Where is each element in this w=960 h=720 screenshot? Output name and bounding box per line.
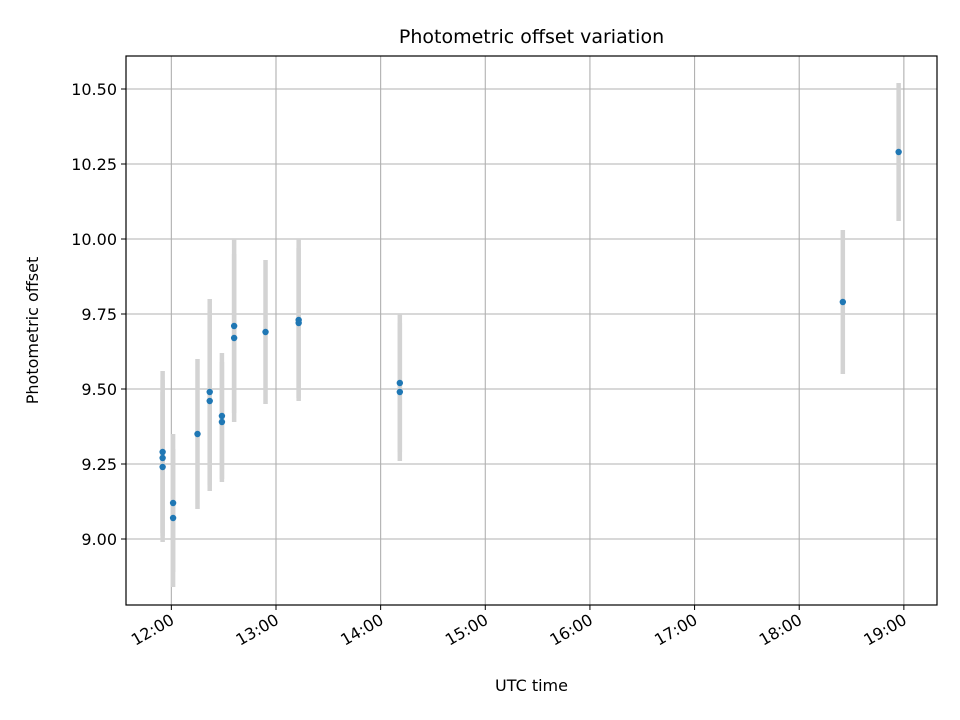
data-point (169, 514, 177, 522)
data-point (218, 418, 226, 426)
data-point (230, 334, 238, 342)
y-axis-ticks: 9.00 9.25 9.50 9.75 10.00 10.25 10.50 (71, 80, 126, 549)
y-tick-label: 10.00 (71, 230, 117, 249)
data-points (159, 148, 902, 522)
x-axis-label: UTC time (495, 676, 568, 695)
data-point (396, 388, 404, 396)
x-tick-label: 12:00 (128, 610, 177, 650)
x-tick-label: 17:00 (651, 610, 700, 650)
data-point (206, 388, 213, 396)
y-tick-label: 9.25 (81, 455, 117, 474)
data-point (159, 454, 166, 462)
errorbars (160, 83, 901, 587)
x-tick-label: 19:00 (860, 610, 909, 650)
x-tick-label: 13:00 (233, 610, 282, 650)
data-point (295, 319, 302, 327)
x-axis-ticks: 12:00 13:00 14:00 15:00 16:00 17:00 18:00 19:00 (128, 605, 910, 650)
x-tick-label: 15:00 (442, 610, 491, 650)
data-point (396, 379, 404, 387)
x-tick-label: 18:00 (756, 610, 805, 650)
y-tick-label: 10.25 (71, 155, 117, 174)
data-point (159, 463, 166, 471)
grid (126, 56, 937, 605)
data-point (169, 499, 177, 507)
x-tick-label: 14:00 (337, 610, 386, 650)
plot-frame (125, 55, 938, 606)
data-point (230, 322, 238, 330)
data-point (895, 148, 902, 156)
y-axis-label: Photometric offset (23, 257, 42, 405)
chart-title: Photometric offset variation (399, 26, 664, 48)
data-point (218, 412, 226, 420)
data-point (194, 430, 201, 438)
data-point (159, 448, 166, 456)
data-point (839, 298, 847, 306)
data-point (206, 397, 213, 405)
y-tick-label: 10.50 (71, 80, 117, 99)
y-tick-label: 9.50 (81, 380, 117, 399)
y-tick-label: 9.00 (81, 530, 117, 549)
y-tick-label: 9.75 (81, 305, 117, 324)
data-point (262, 328, 269, 336)
x-tick-label: 16:00 (546, 610, 595, 650)
